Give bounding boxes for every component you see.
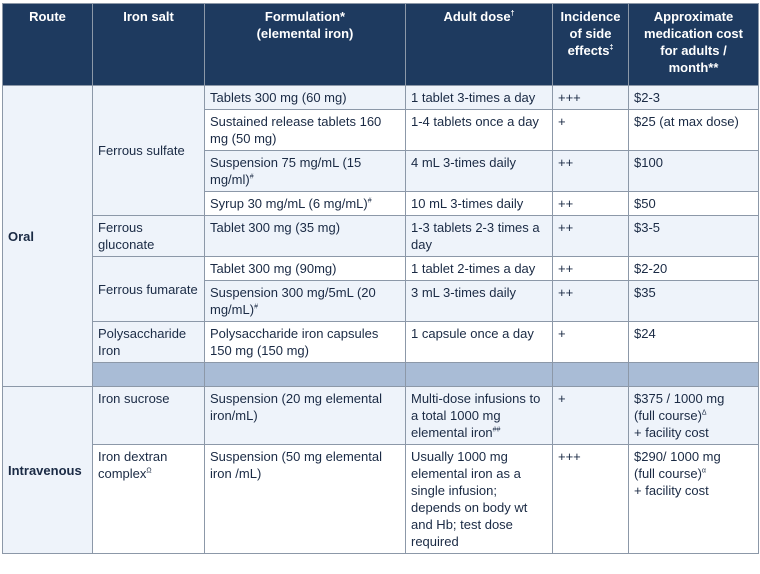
effects-cell: + (552, 321, 629, 363)
cost-cell: $2-3 (628, 85, 759, 110)
separator-cell (405, 362, 553, 387)
salt-ferrous-fumarate: Ferrous fumarate (92, 256, 205, 322)
separator-cell (552, 362, 629, 387)
table-row: Ferrous gluconate Tablet 300 mg (35 mg) … (3, 215, 759, 257)
cost-cell: $2-20 (628, 256, 759, 281)
formulation-cell: Sustained release tablets 160 mg (50 mg) (204, 109, 406, 151)
dose-cell: Multi-dose infusions to a total 1000 mg … (405, 386, 553, 445)
cost-cell: $290/ 1000 mg (full course)α + facility co… (628, 444, 759, 554)
header-iron-salt: Iron salt (92, 3, 205, 86)
separator-cell (628, 362, 759, 387)
cost-cell: $35 (628, 280, 759, 322)
effects-cell: +++ (552, 444, 629, 554)
table-row: Iron dextran complexΩ Suspension (50 mg … (3, 444, 759, 554)
effects-cell: ++ (552, 280, 629, 322)
effects-cell: ++ (552, 215, 629, 257)
cost-cell: $3-5 (628, 215, 759, 257)
table-row: Suspension 300 mg/5mL (20 mg/mL)# 3 mL 3… (3, 280, 759, 322)
formulation-cell: Suspension (20 mg elemental iron/mL) (204, 386, 406, 445)
table-row: Intravenous Iron sucrose Suspension (20 … (2, 386, 759, 554)
cost-cell: $24 (628, 321, 759, 363)
effects-cell: +++ (552, 85, 629, 110)
route-intravenous: Intravenous (2, 386, 93, 554)
effects-cell: + (552, 386, 629, 445)
formulation-cell: Tablets 300 mg (60 mg) (204, 85, 406, 110)
effects-cell: ++ (552, 191, 629, 216)
separator-row (3, 362, 759, 387)
separator-cell (92, 362, 205, 387)
dose-cell: 1-4 tablets once a day (405, 109, 553, 151)
formulation-cell: Syrup 30 mg/mL (6 mg/mL)# (204, 191, 406, 216)
dose-cell: 3 mL 3-times daily (405, 280, 553, 322)
table-row: Sustained release tablets 160 mg (50 mg)… (3, 109, 759, 151)
table-row: Polysaccharide Iron Polysaccharide iron … (3, 321, 759, 363)
formulation-cell: Suspension (50 mg elemental iron /mL) (204, 444, 406, 554)
dose-cell: 1 capsule once a day (405, 321, 553, 363)
dose-cell: 1 tablet 3-times a day (405, 85, 553, 110)
table-row: Oral Ferrous sulfate Tablets 300 mg (60 … (2, 85, 759, 387)
header-side-effects: Incidence of side effects‡ (552, 3, 629, 86)
route-oral: Oral (2, 85, 93, 387)
cost-cell: $25 (at max dose) (628, 109, 759, 151)
effects-cell: + (552, 109, 629, 151)
dose-cell: 1-3 tablets 2-3 times a day (405, 215, 553, 257)
cost-cell: $50 (628, 191, 759, 216)
salt-ferrous-gluconate: Ferrous gluconate (92, 215, 205, 257)
salt-ferrous-sulfate: Ferrous sulfate (92, 85, 205, 216)
formulation-cell: Polysaccharide iron capsules 150 mg (150… (204, 321, 406, 363)
effects-cell: ++ (552, 256, 629, 281)
formulation-cell: Suspension 75 mg/mL (15 mg/ml)# (204, 150, 406, 192)
salt-iron-sucrose: Iron sucrose (92, 386, 205, 445)
salt-iron-dextran: Iron dextran complexΩ (92, 444, 205, 554)
dose-cell: 4 mL 3-times daily (405, 150, 553, 192)
iron-therapy-table: Route Iron salt Formulation* (elemental i… (2, 3, 759, 554)
formulation-cell: Suspension 300 mg/5mL (20 mg/mL)# (204, 280, 406, 322)
dose-cell: 1 tablet 2-times a day (405, 256, 553, 281)
cost-cell: $100 (628, 150, 759, 192)
dose-cell: Usually 1000 mg elemental iron as a sing… (405, 444, 553, 554)
header-adult-dose: Adult dose† (405, 3, 553, 86)
header-formulation: Formulation* (elemental iron) (204, 3, 406, 86)
header-cost: Approximate medication cost for adults /… (628, 3, 759, 86)
formulation-cell: Tablet 300 mg (35 mg) (204, 215, 406, 257)
separator-cell (204, 362, 406, 387)
header-route: Route (2, 3, 93, 86)
formulation-cell: Tablet 300 mg (90mg) (204, 256, 406, 281)
effects-cell: ++ (552, 150, 629, 192)
salt-polysaccharide-iron: Polysaccharide Iron (92, 321, 205, 363)
dose-cell: 10 mL 3-times daily (405, 191, 553, 216)
table-row: Ferrous fumarate Tablet 300 mg (90mg) 1 … (3, 256, 759, 322)
cost-cell: $375 / 1000 mg (full course)Δ + facility c… (628, 386, 759, 445)
header-row: Route Iron salt Formulation* (elemental i… (2, 3, 759, 86)
